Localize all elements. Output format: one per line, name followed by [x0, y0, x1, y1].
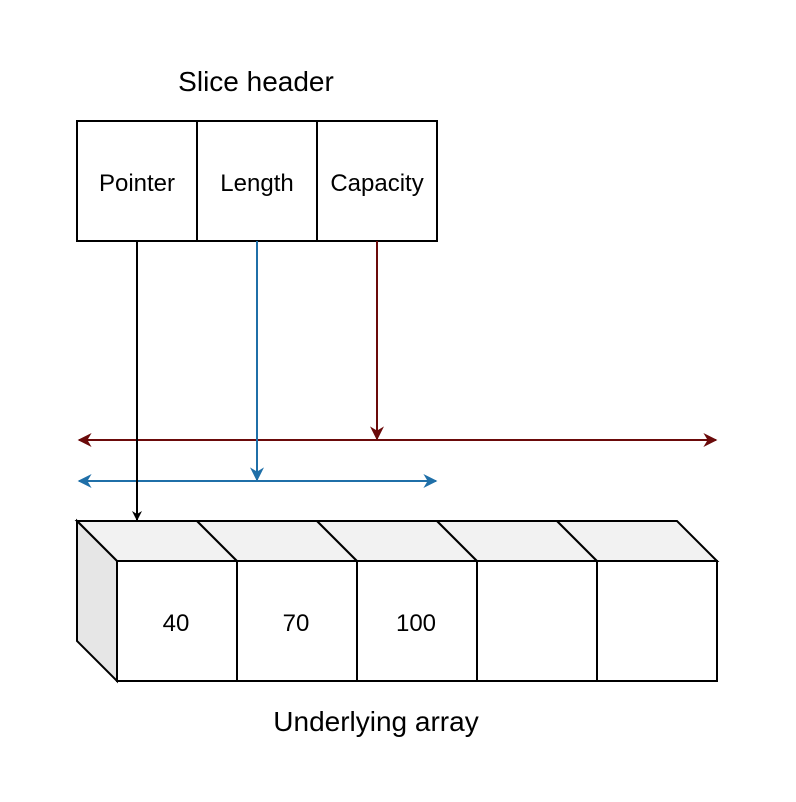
underlying-array: 40 70 100: [74, 518, 720, 684]
header-field-capacity-box: [316, 120, 438, 242]
array-cell-1-value: 70: [283, 610, 310, 637]
array-cell-2-value: 100: [396, 610, 436, 637]
underlying-array-label: Underlying array: [273, 706, 478, 737]
array-cell-0-value: 40: [163, 610, 190, 637]
capacity-arrows: [77, 241, 718, 447]
slice-header: Pointer Length Capacity: [76, 120, 438, 242]
header-field-pointer: Pointer: [99, 170, 175, 197]
length-arrows: [77, 241, 438, 488]
array-cell-4-box: [596, 560, 718, 682]
array-cell-3-box: [476, 560, 598, 682]
header-field-capacity: Capacity: [330, 170, 423, 197]
header-field-length-box: [196, 120, 318, 242]
slice-header-title: Slice header: [178, 66, 334, 97]
header-field-pointer-box: [76, 120, 198, 242]
header-field-length: Length: [220, 170, 293, 197]
array-cell-2-box: [356, 560, 478, 682]
